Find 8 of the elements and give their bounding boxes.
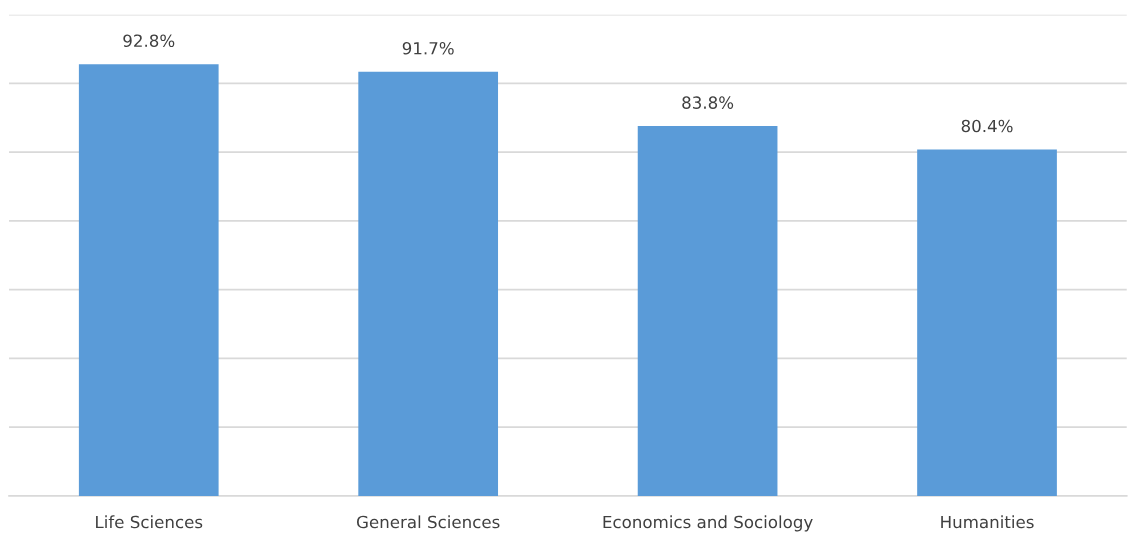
data-label: 80.4% xyxy=(961,119,1013,133)
x-tick-label: Economics and Sociology xyxy=(603,515,813,532)
x-tick-label: Life Sciences xyxy=(96,515,203,529)
data-label: 83.8% xyxy=(682,96,734,109)
data-label: 92.8% xyxy=(123,34,175,48)
x-tick-label: General Sciences xyxy=(356,515,500,529)
data-label: 91.7% xyxy=(402,41,454,55)
x-tick-label: Humanities xyxy=(941,515,1034,529)
